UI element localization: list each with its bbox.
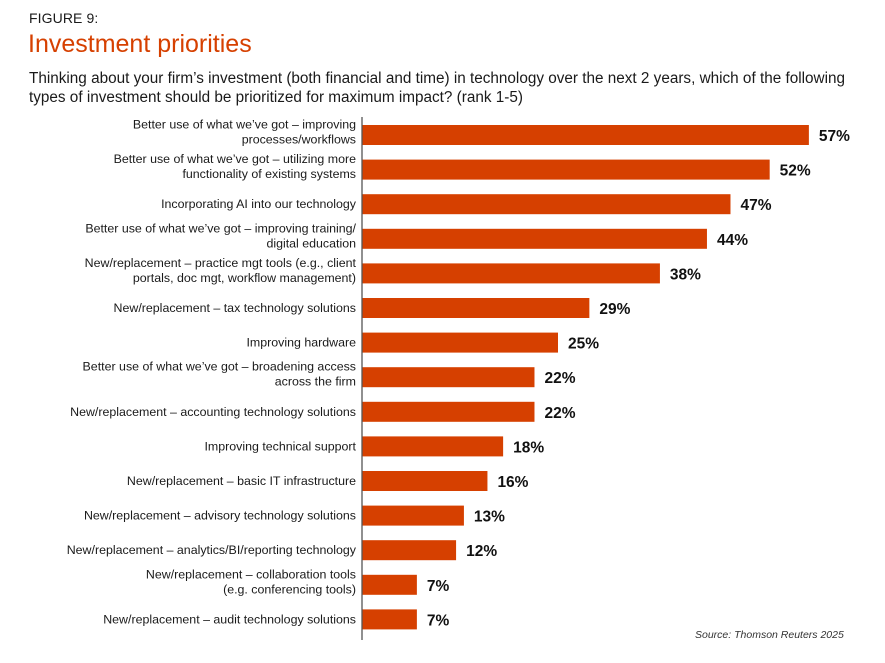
category-label: New/replacement – advisory technology so…	[84, 509, 356, 523]
data-label: 44%	[717, 232, 748, 249]
bar	[362, 436, 504, 457]
data-label: 16%	[497, 474, 528, 491]
bar	[362, 471, 488, 491]
category-label: Better use of what we’ve got – broadenin…	[83, 360, 356, 374]
category-label: Better use of what we’ve got – improving	[133, 118, 356, 132]
bar	[362, 332, 558, 353]
category-label: digital education	[266, 236, 356, 250]
category-label: processes/workflows	[242, 133, 356, 147]
category-label: New/replacement – basic IT infrastructur…	[127, 474, 356, 488]
data-label: 7%	[427, 612, 450, 629]
chart-title: Investment priorities	[28, 30, 252, 58]
data-label: 22%	[544, 370, 575, 387]
bar	[362, 159, 770, 180]
category-label: Better use of what we’ve got – improving…	[85, 221, 356, 235]
bar	[362, 367, 535, 388]
data-label: 38%	[670, 266, 701, 283]
category-label: Improving hardware	[246, 336, 356, 350]
category-label: functionality of existing systems	[182, 167, 356, 181]
bar	[362, 298, 590, 318]
category-label: New/replacement – tax technology solutio…	[114, 301, 356, 315]
category-label: New/replacement – audit technology solut…	[103, 612, 356, 626]
data-label: 18%	[513, 439, 544, 456]
category-label: New/replacement – accounting technology …	[70, 405, 356, 419]
data-label: 13%	[474, 509, 505, 526]
category-label: New/replacement – practice mgt tools (e.…	[85, 256, 357, 270]
data-label: 29%	[599, 301, 630, 318]
data-label: 12%	[466, 543, 497, 560]
category-label: portals, doc mgt, workflow management)	[133, 271, 356, 285]
category-label: across the firm	[275, 375, 356, 389]
bar	[362, 228, 707, 249]
data-label: 22%	[544, 405, 575, 422]
data-label: 25%	[568, 336, 599, 353]
bar	[362, 125, 809, 145]
bar	[362, 505, 464, 526]
category-label: New/replacement – analytics/BI/reporting…	[67, 543, 357, 557]
bar	[362, 401, 535, 422]
category-label: Incorporating AI into our technology	[161, 197, 357, 211]
category-label: Better use of what we’ve got – utilizing…	[114, 152, 357, 166]
category-label: Improving technical support	[204, 439, 356, 453]
data-label: 47%	[740, 197, 771, 214]
figure-label: FIGURE 9:	[29, 10, 99, 26]
bar	[362, 263, 660, 284]
bar	[362, 609, 417, 630]
chart-subtitle: Thinking about your firm’s investment (b…	[29, 70, 845, 106]
data-label: 52%	[780, 163, 811, 180]
category-label: New/replacement – collaboration tools	[146, 567, 356, 581]
source-note: Source: Thomson Reuters 2025	[695, 629, 844, 641]
data-label: 57%	[819, 128, 850, 145]
bar	[362, 574, 417, 595]
data-label: 7%	[427, 578, 450, 595]
category-label: (e.g. conferencing tools)	[223, 582, 356, 596]
bar	[362, 194, 731, 215]
bar	[362, 540, 457, 561]
